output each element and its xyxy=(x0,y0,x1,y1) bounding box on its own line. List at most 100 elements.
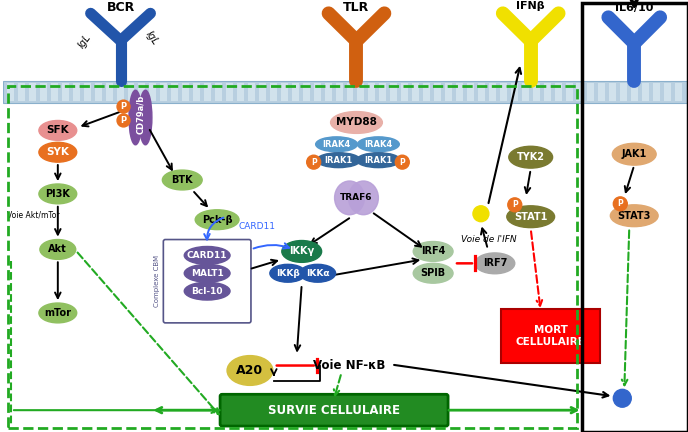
FancyBboxPatch shape xyxy=(478,83,485,101)
Ellipse shape xyxy=(613,197,627,211)
Ellipse shape xyxy=(184,264,230,282)
FancyBboxPatch shape xyxy=(566,83,572,101)
Ellipse shape xyxy=(39,142,77,162)
FancyBboxPatch shape xyxy=(193,83,200,101)
FancyBboxPatch shape xyxy=(456,83,463,101)
FancyBboxPatch shape xyxy=(588,83,594,101)
Text: Voie NF-κB: Voie NF-κB xyxy=(313,359,386,372)
Text: TLR: TLR xyxy=(343,1,369,14)
Ellipse shape xyxy=(162,170,202,190)
Ellipse shape xyxy=(613,389,632,407)
FancyBboxPatch shape xyxy=(533,83,539,101)
Ellipse shape xyxy=(475,253,515,274)
FancyBboxPatch shape xyxy=(281,83,288,101)
FancyBboxPatch shape xyxy=(95,83,102,101)
Ellipse shape xyxy=(40,239,76,259)
Ellipse shape xyxy=(316,137,358,152)
Ellipse shape xyxy=(316,153,361,168)
FancyBboxPatch shape xyxy=(599,83,605,101)
FancyBboxPatch shape xyxy=(390,83,397,101)
Text: TYK2: TYK2 xyxy=(517,152,545,162)
FancyBboxPatch shape xyxy=(40,83,47,101)
Ellipse shape xyxy=(331,111,383,133)
Text: STAT1: STAT1 xyxy=(514,212,548,222)
Ellipse shape xyxy=(507,206,555,228)
Text: JAK1: JAK1 xyxy=(622,149,647,159)
Ellipse shape xyxy=(117,100,130,113)
Ellipse shape xyxy=(282,241,321,262)
FancyBboxPatch shape xyxy=(621,83,627,101)
Ellipse shape xyxy=(270,264,305,282)
FancyBboxPatch shape xyxy=(555,83,561,101)
Text: P: P xyxy=(311,158,316,167)
FancyBboxPatch shape xyxy=(445,83,452,101)
Text: SFK: SFK xyxy=(47,125,69,135)
FancyBboxPatch shape xyxy=(138,83,145,101)
Text: CARD11: CARD11 xyxy=(187,251,228,260)
Text: Voie de l'IFN: Voie de l'IFN xyxy=(461,235,517,244)
Ellipse shape xyxy=(396,155,409,169)
Ellipse shape xyxy=(184,247,230,264)
FancyBboxPatch shape xyxy=(544,83,550,101)
Text: IgL: IgL xyxy=(76,32,93,50)
Text: CARD11: CARD11 xyxy=(239,222,275,231)
Text: IL6/10: IL6/10 xyxy=(615,3,654,13)
FancyBboxPatch shape xyxy=(401,83,408,101)
FancyBboxPatch shape xyxy=(29,83,36,101)
FancyBboxPatch shape xyxy=(501,309,601,362)
Text: P: P xyxy=(400,158,405,167)
Text: TRAF6: TRAF6 xyxy=(341,194,373,202)
FancyBboxPatch shape xyxy=(314,83,321,101)
Text: SPIB: SPIB xyxy=(420,268,446,278)
Ellipse shape xyxy=(356,153,400,168)
FancyBboxPatch shape xyxy=(510,83,518,101)
Text: IRAK1: IRAK1 xyxy=(364,156,393,165)
Ellipse shape xyxy=(610,205,658,227)
Text: MORT
CELLULAIRE: MORT CELLULAIRE xyxy=(516,325,585,346)
FancyBboxPatch shape xyxy=(160,83,167,101)
Text: IFNβ: IFNβ xyxy=(517,1,545,11)
FancyBboxPatch shape xyxy=(84,83,91,101)
FancyBboxPatch shape xyxy=(248,83,255,101)
Text: SYK: SYK xyxy=(46,147,69,157)
Text: IRAK4: IRAK4 xyxy=(364,140,393,149)
Ellipse shape xyxy=(39,121,77,140)
FancyBboxPatch shape xyxy=(3,81,688,103)
FancyBboxPatch shape xyxy=(379,83,387,101)
FancyBboxPatch shape xyxy=(500,83,507,101)
FancyBboxPatch shape xyxy=(522,83,528,101)
Text: IKKα: IKKα xyxy=(306,269,330,278)
Ellipse shape xyxy=(509,146,552,168)
FancyBboxPatch shape xyxy=(358,83,365,101)
FancyBboxPatch shape xyxy=(215,83,222,101)
Ellipse shape xyxy=(300,264,336,282)
Text: SURVIE CELLULAIRE: SURVIE CELLULAIRE xyxy=(268,403,400,417)
Ellipse shape xyxy=(129,90,142,145)
FancyBboxPatch shape xyxy=(7,83,14,101)
Text: IKKγ: IKKγ xyxy=(289,246,314,257)
Text: IRAK1: IRAK1 xyxy=(325,156,353,165)
FancyBboxPatch shape xyxy=(675,83,682,101)
Ellipse shape xyxy=(612,143,656,165)
FancyBboxPatch shape xyxy=(434,83,441,101)
FancyBboxPatch shape xyxy=(347,83,354,101)
Text: BCR: BCR xyxy=(107,1,135,14)
Text: P: P xyxy=(512,200,517,210)
Text: Voie Akt/mTor: Voie Akt/mTor xyxy=(7,210,59,219)
FancyBboxPatch shape xyxy=(653,83,660,101)
Ellipse shape xyxy=(39,303,77,323)
FancyBboxPatch shape xyxy=(632,83,638,101)
FancyBboxPatch shape xyxy=(116,83,124,101)
Ellipse shape xyxy=(195,210,239,230)
FancyBboxPatch shape xyxy=(259,83,266,101)
FancyBboxPatch shape xyxy=(182,83,189,101)
FancyBboxPatch shape xyxy=(73,83,80,101)
Ellipse shape xyxy=(413,241,453,261)
Text: PI3K: PI3K xyxy=(45,189,70,199)
FancyBboxPatch shape xyxy=(642,83,649,101)
Ellipse shape xyxy=(473,206,489,222)
Text: Akt: Akt xyxy=(48,245,67,254)
FancyBboxPatch shape xyxy=(171,83,178,101)
FancyBboxPatch shape xyxy=(18,83,25,101)
Text: P: P xyxy=(617,199,623,208)
